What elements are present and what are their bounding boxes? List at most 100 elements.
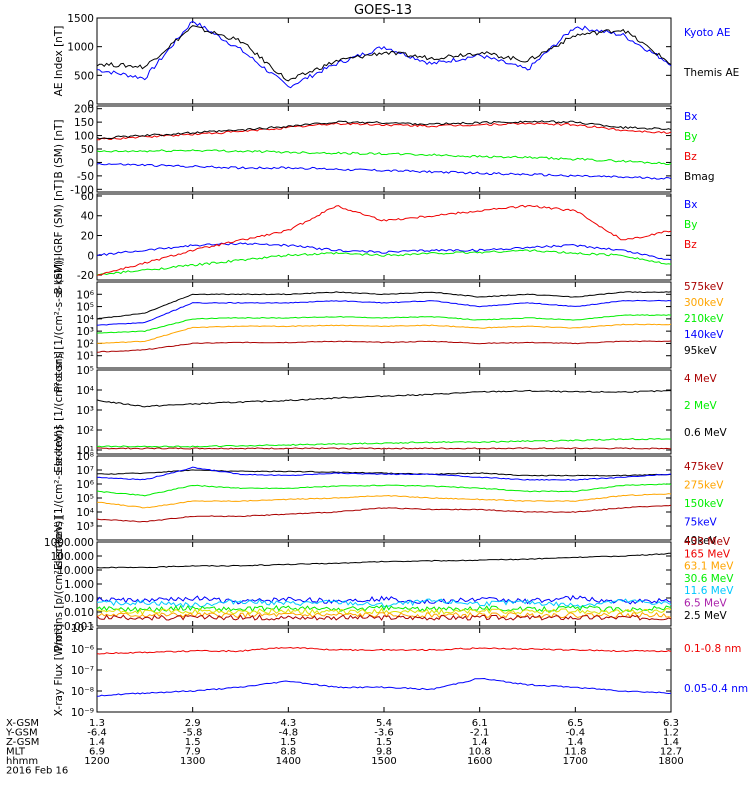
x-axis-value: 9.8	[376, 747, 392, 758]
panel-bdiff: -20 0 20 40 60 B (SM)-IGRF (SM) [nT] Bx By Bz	[53, 180, 697, 295]
x-axis-value: 11.8	[564, 747, 586, 758]
panel-electrons_kev: 10³ 10⁴ 10⁵ 10⁶ 10⁷ 10⁸ Electrons [1/(cm²-s-sr…	[53, 426, 724, 570]
y-tick-label: 10¹	[76, 351, 94, 363]
legend-label: 275keV	[684, 480, 724, 492]
series-group	[96, 120, 672, 180]
series-line-bsm-2	[96, 122, 672, 141]
x-axis-value: 1.5	[376, 737, 392, 748]
x-axis-row-label: Z-GSM	[6, 737, 39, 748]
x-axis-value: 1500	[371, 756, 396, 767]
legend: Bx By Bz	[684, 199, 697, 251]
y-tick-label: 10³	[76, 326, 94, 338]
legend-label: By	[684, 219, 697, 231]
x-axis-row-label: MLT	[6, 747, 26, 758]
x-axis-value: 2.9	[185, 718, 201, 729]
legend: 0.1-0.8 nm 0.05-0.4 nm	[684, 643, 748, 695]
y-tick-label: 1500	[67, 13, 94, 25]
y-tick-label: 10⁶	[76, 289, 94, 301]
y-tick-label: 150	[74, 117, 94, 129]
y-tick-label: 0	[87, 250, 94, 262]
y-tick-label: 1000	[67, 42, 94, 54]
y-tick-label: 10⁻⁷	[71, 665, 94, 677]
y-tick-label: 60	[81, 191, 94, 203]
y-tick-label: 1.000	[64, 579, 94, 591]
series-group	[96, 466, 672, 523]
y-axis-label: B (SM) [nT]	[53, 119, 65, 178]
panel-frame	[96, 281, 672, 369]
series-line-electrons_mev-1	[96, 437, 672, 448]
y-tick-label: 0	[87, 157, 94, 169]
x-axis-value: -0.4	[566, 728, 586, 739]
panel-frame	[96, 17, 672, 105]
x-axis-value: 1.2	[663, 728, 679, 739]
series-group	[96, 20, 672, 89]
x-axis-value: 1600	[467, 756, 492, 767]
legend-label: 63.1 MeV	[684, 561, 734, 573]
series-line-protons_kev-3	[96, 323, 672, 344]
y-axis-label: Electrons [1/(cm²-s-sr-keV)]	[53, 426, 65, 570]
y-tick-label: 10⁻⁸	[71, 686, 94, 698]
x-axis-value: 1.4	[89, 737, 105, 748]
legend-label: Themis AE	[683, 67, 739, 79]
x-axis-table: X-GSM 1.3 2.9 4.3 5.4 6.1 6.5 6.3 Y-GSM -6.4 -5.8 -…	[5, 718, 684, 777]
y-axis-label: Protons [p/(cm²-s-sr-keV)]	[53, 517, 65, 652]
legend-label: 300keV	[684, 297, 724, 309]
y-axis-label: Electrons [1/(cm²-s-sr)]	[53, 351, 65, 473]
date-label: 2016 Feb 16	[6, 766, 68, 777]
legend-label: 165 MeV	[684, 548, 731, 560]
x-axis-row-label: hhmm	[6, 756, 38, 767]
series-line-bdiff-2	[96, 204, 672, 277]
x-axis-value: 12.7	[660, 747, 682, 758]
legend-label: 0.6 MeV	[684, 427, 728, 439]
panel-frame	[96, 369, 672, 455]
y-tick-label: 10²	[76, 338, 94, 350]
x-axis-value: 6.9	[89, 747, 105, 758]
y-tick-label: 500	[74, 70, 94, 82]
series-line-ae-1	[96, 25, 672, 82]
y-axis-label: B (SM)-IGRF (SM) [nT]	[53, 180, 65, 295]
y-tick-label: 10⁻⁹	[71, 707, 94, 719]
legend: 4 MeV 2 MeV 0.6 MeV	[684, 373, 728, 439]
x-axis-value: 1400	[276, 756, 301, 767]
x-axis-value: 1.5	[185, 737, 201, 748]
x-axis-value: 1800	[658, 756, 683, 767]
series-line-electrons_mev-2	[96, 389, 671, 408]
x-axis-value: 6.3	[663, 718, 679, 729]
x-axis-value: 4.3	[280, 718, 296, 729]
x-axis-value: 1.4	[663, 737, 679, 748]
x-axis-row-label: X-GSM	[6, 718, 39, 729]
y-tick-label: 10³	[76, 405, 94, 417]
y-tick-label: 10⁶	[76, 479, 94, 491]
series-line-ae-0	[96, 20, 672, 89]
series-line-bdiff-1	[96, 249, 672, 276]
legend-label: 140keV	[684, 329, 724, 341]
legend-label: 6.5 MeV	[684, 598, 728, 610]
y-tick-label: 50	[81, 144, 94, 156]
y-tick-label: 0.010	[64, 607, 94, 619]
series-line-bsm-3	[96, 120, 672, 140]
y-tick-label: -20	[77, 270, 94, 282]
y-tick-label: 100	[74, 131, 94, 143]
x-axis-value: 7.9	[185, 747, 201, 758]
panel-frame	[96, 627, 672, 713]
series-group	[96, 646, 672, 697]
y-tick-label: 10⁻⁵	[71, 623, 94, 635]
y-axis-label: X-ray Flux [W/m²]	[53, 624, 65, 716]
x-axis-value: -4.8	[279, 728, 299, 739]
y-tick-label: 10¹	[76, 445, 94, 457]
legend-label: Kyoto AE	[684, 27, 730, 39]
series-line-protons_kev-2	[96, 314, 672, 334]
legend: Bx By Bz Bmag	[684, 111, 715, 183]
y-axis-label: Protons [1/(cm²-s-sr-keV)]	[53, 258, 65, 393]
x-axis-value: 8.8	[280, 747, 296, 758]
series-line-protons_mev-0	[96, 552, 671, 569]
x-axis-value: -3.6	[374, 728, 394, 739]
legend-label: 2 MeV	[684, 400, 718, 412]
legend: 575keV 300keV 210keV 140keV 95keV	[684, 281, 724, 357]
legend: 475keV 275keV 150keV 75keV 40keV	[684, 461, 724, 547]
series-line-protons_mev-6	[96, 614, 672, 621]
